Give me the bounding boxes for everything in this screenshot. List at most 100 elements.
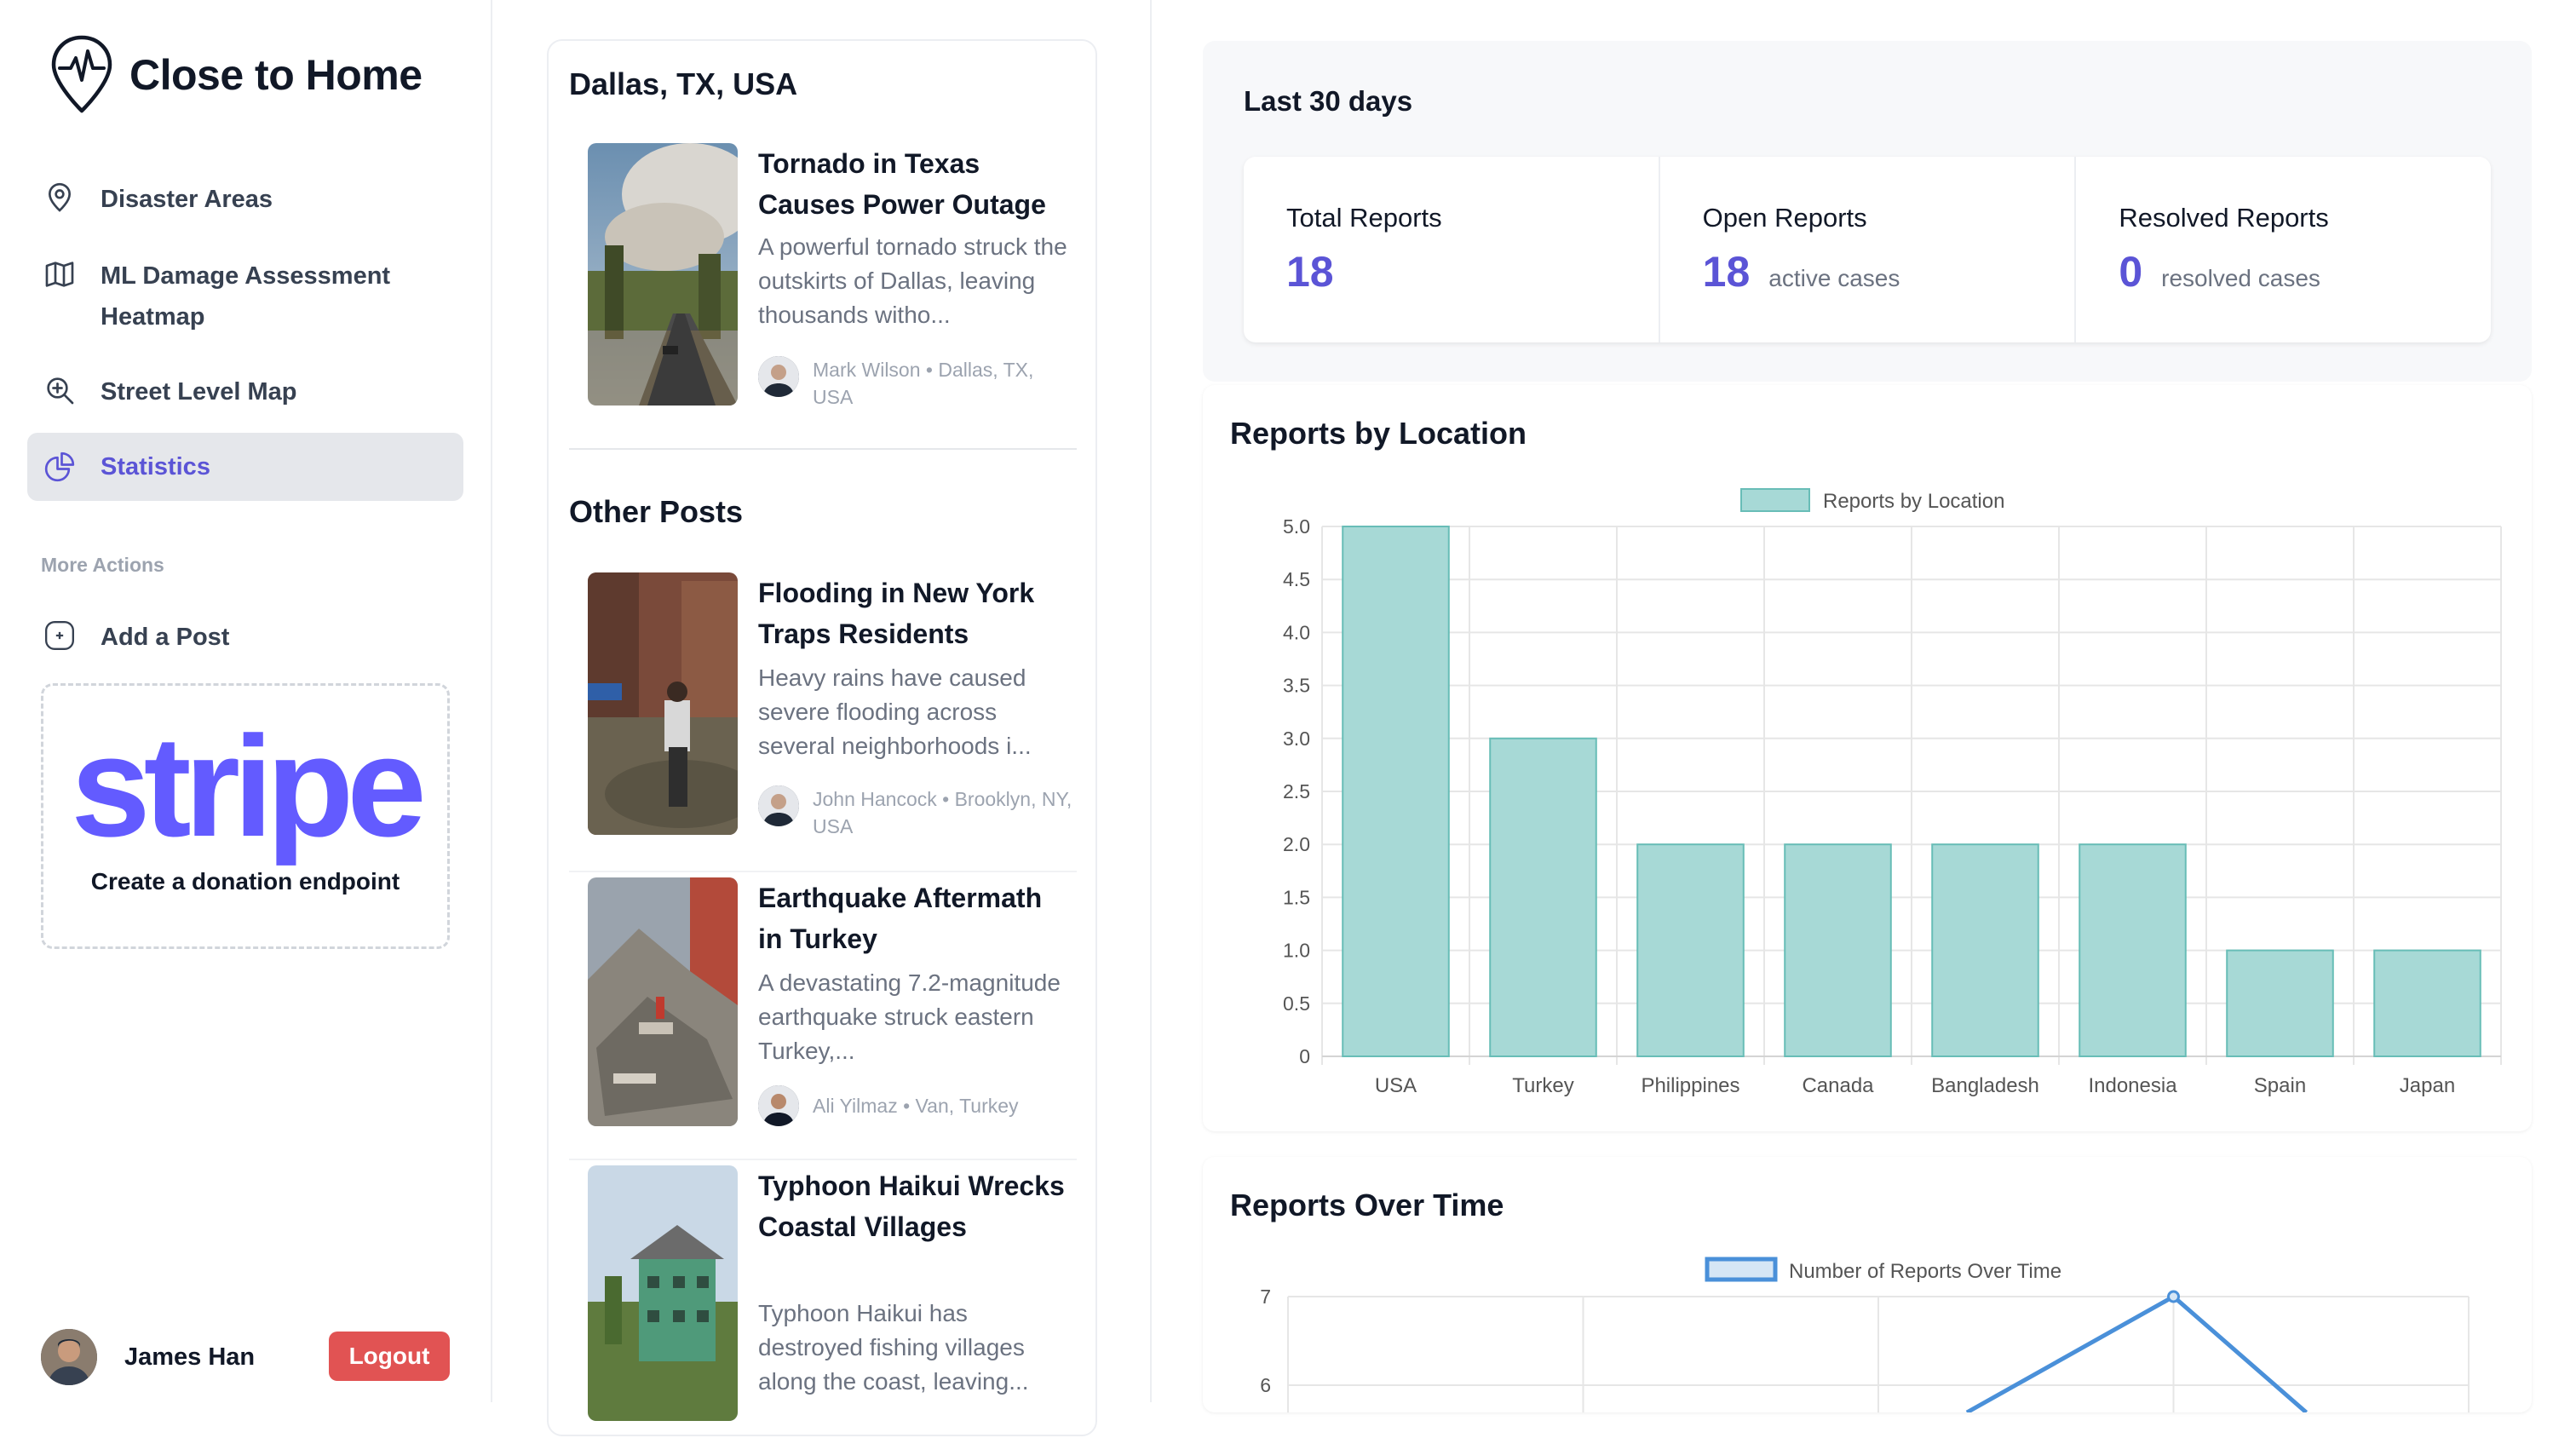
stripe-caption: Create a donation endpoint bbox=[90, 868, 400, 894]
bar-indonesia bbox=[2079, 843, 2187, 1058]
post-author-location: John Hancock • Brooklyn, NY, USA bbox=[813, 788, 1072, 837]
y-tick-label: 0 bbox=[1299, 1045, 1310, 1067]
stats-cards: Total Reports 18 Open Reports 18 active … bbox=[1244, 157, 2491, 342]
stat-label: Open Reports bbox=[1702, 203, 1867, 233]
data-point-peak bbox=[2167, 1290, 2180, 1303]
post-card[interactable]: Typhoon Haikui Wrecks Coastal Villages T… bbox=[588, 1165, 1073, 1438]
x-tick-label: Canada bbox=[1802, 1074, 1874, 1097]
map-icon bbox=[41, 256, 78, 293]
posts-feed: Dallas, TX, USA Tornado in Tex bbox=[492, 0, 1152, 1436]
y-tick-label: 3.5 bbox=[1283, 675, 1310, 697]
author-avatar bbox=[758, 785, 799, 826]
bar-turkey bbox=[1489, 737, 1597, 1057]
sidebar-item-label: Street Level Map bbox=[101, 378, 297, 406]
y-tick-label: 1.0 bbox=[1283, 940, 1310, 962]
location-heading: Dallas, TX, USA bbox=[569, 66, 798, 101]
post-meta: John Hancock • Brooklyn, NY, USA bbox=[758, 785, 1073, 840]
stat-sub: resolved cases bbox=[2161, 265, 2320, 291]
reports-over-time-card: Reports Over Time Number of Reports Over… bbox=[1203, 1157, 2532, 1412]
sidebar-item-label: Statistics bbox=[101, 453, 210, 480]
y-tick-label: 6 bbox=[1260, 1374, 1271, 1396]
bar-japan bbox=[2373, 949, 2481, 1057]
sidebar-item-street-level-map[interactable]: Street Level Map bbox=[27, 371, 463, 412]
plus-icon bbox=[41, 617, 78, 654]
divider bbox=[569, 871, 1077, 872]
stat-value: 18 bbox=[1286, 248, 1334, 296]
other-posts-heading: Other Posts bbox=[569, 494, 744, 529]
post-author-location: Mark Wilson • Dallas, TX, USA bbox=[813, 359, 1034, 408]
sidebar-item-label: ML Damage Assessment Heatmap bbox=[101, 262, 391, 331]
post-title: Typhoon Haikui Wrecks Coastal Villages bbox=[758, 1171, 1065, 1242]
post-card[interactable]: Earthquake Aftermath in Turkey A devasta… bbox=[588, 877, 1073, 1133]
reports-over-time-chart: Number of Reports Over Time 7 6 bbox=[1260, 1257, 2470, 1412]
reports-by-location-chart: Reports by Location 0 0.5 1.0 1.5 2.0 2.5 3.0 3.… bbox=[1283, 488, 2502, 1097]
sidebar-item-ml-damage-heatmap[interactable]: ML Damage Assessment Heatmap bbox=[27, 256, 463, 337]
sidebar: Close to Home Disaster Areas ML Damage A… bbox=[0, 0, 492, 1402]
post-meta: Mark Wilson • Dallas, TX, USA bbox=[758, 356, 1073, 411]
total-reports-card: Total Reports 18 bbox=[1244, 157, 1660, 342]
stat-value: 0 bbox=[2119, 248, 2143, 296]
series-line bbox=[1965, 1293, 2309, 1412]
post-thumbnail bbox=[588, 143, 738, 406]
add-post-label: Add a Post bbox=[101, 624, 230, 651]
stat-sub: active cases bbox=[1768, 265, 1900, 291]
legend-swatch bbox=[1740, 488, 1810, 512]
sidebar-item-label: Disaster Areas bbox=[101, 186, 273, 213]
brand[interactable]: Close to Home bbox=[49, 34, 423, 116]
y-tick-label: 3.0 bbox=[1283, 728, 1310, 750]
zoom-in-icon bbox=[41, 371, 78, 409]
post-excerpt: Typhoon Haikui has destroyed fishing vil… bbox=[758, 1300, 1029, 1395]
y-tick-label: 4.0 bbox=[1283, 621, 1310, 643]
x-tick-label: Turkey bbox=[1512, 1074, 1573, 1097]
stats-period: Last 30 days bbox=[1244, 85, 1413, 117]
y-tick-label: 7 bbox=[1260, 1286, 1271, 1308]
more-actions-label: More Actions bbox=[41, 554, 164, 576]
x-tick-label: USA bbox=[1375, 1074, 1417, 1097]
y-tick-label: 2.0 bbox=[1283, 833, 1310, 855]
post-author-location: Ali Yilmaz • Van, Turkey bbox=[813, 1095, 1019, 1117]
y-tick-label: 4.5 bbox=[1283, 568, 1310, 590]
legend-swatch bbox=[1705, 1257, 1778, 1282]
posts-card: Dallas, TX, USA Tornado in Tex bbox=[547, 39, 1097, 1436]
post-card[interactable]: Flooding in New York Traps Residents Hea… bbox=[588, 572, 1073, 845]
post-excerpt: Heavy rains have caused severe flooding … bbox=[758, 664, 1032, 759]
bar-bangladesh bbox=[1931, 843, 2039, 1058]
y-tick-label: 0.5 bbox=[1283, 992, 1310, 1015]
stripe-donation-card[interactable]: stripe Create a donation endpoint bbox=[41, 683, 450, 949]
author-avatar bbox=[758, 356, 799, 397]
legend-label: Reports by Location bbox=[1823, 490, 2004, 513]
reports-by-location-card: Reports by Location Reports by Location 0… bbox=[1203, 385, 2532, 1131]
y-tick-label: 2.5 bbox=[1283, 780, 1310, 802]
logout-button[interactable]: Logout bbox=[329, 1332, 450, 1381]
avatar bbox=[41, 1329, 97, 1385]
stat-label: Resolved Reports bbox=[2119, 203, 2329, 233]
stat-label: Total Reports bbox=[1286, 203, 1442, 233]
sidebar-item-disaster-areas[interactable]: Disaster Areas bbox=[27, 179, 463, 220]
app-title: Close to Home bbox=[129, 51, 423, 99]
map-pin-icon bbox=[41, 179, 78, 216]
x-tick-label: Philippines bbox=[1641, 1074, 1739, 1097]
user-name: James Han bbox=[124, 1343, 256, 1371]
post-thumbnail bbox=[588, 1165, 738, 1421]
logo-pin-heartbeat-icon bbox=[51, 35, 112, 113]
sidebar-item-statistics[interactable]: Statistics bbox=[27, 433, 463, 501]
open-reports-card: Open Reports 18 active cases bbox=[1660, 157, 2077, 342]
stat-value: 18 bbox=[1702, 248, 1751, 296]
resolved-reports-card: Resolved Reports 0 resolved cases bbox=[2076, 157, 2491, 342]
y-tick-label: 1.5 bbox=[1283, 886, 1310, 908]
add-post-button[interactable]: Add a Post bbox=[27, 617, 463, 658]
x-tick-label: Bangladesh bbox=[1931, 1074, 2039, 1097]
legend-label: Number of Reports Over Time bbox=[1789, 1260, 2061, 1283]
chart-title: Reports by Location bbox=[1230, 416, 1527, 451]
bar-philippines bbox=[1636, 843, 1745, 1058]
chart-title: Reports Over Time bbox=[1230, 1188, 1504, 1222]
post-thumbnail bbox=[588, 877, 738, 1126]
user-profile: James Han Logout bbox=[41, 1329, 450, 1385]
author-avatar bbox=[758, 1085, 799, 1126]
post-title: Earthquake Aftermath in Turkey bbox=[758, 883, 1043, 954]
pie-chart-icon bbox=[41, 448, 78, 486]
bar-spain bbox=[2226, 949, 2334, 1057]
post-excerpt: A powerful tornado struck the outskirts … bbox=[758, 233, 1067, 328]
featured-post[interactable]: Tornado in Texas Causes Power Outage A p… bbox=[588, 143, 1073, 416]
stripe-logo: stripe bbox=[71, 706, 427, 866]
